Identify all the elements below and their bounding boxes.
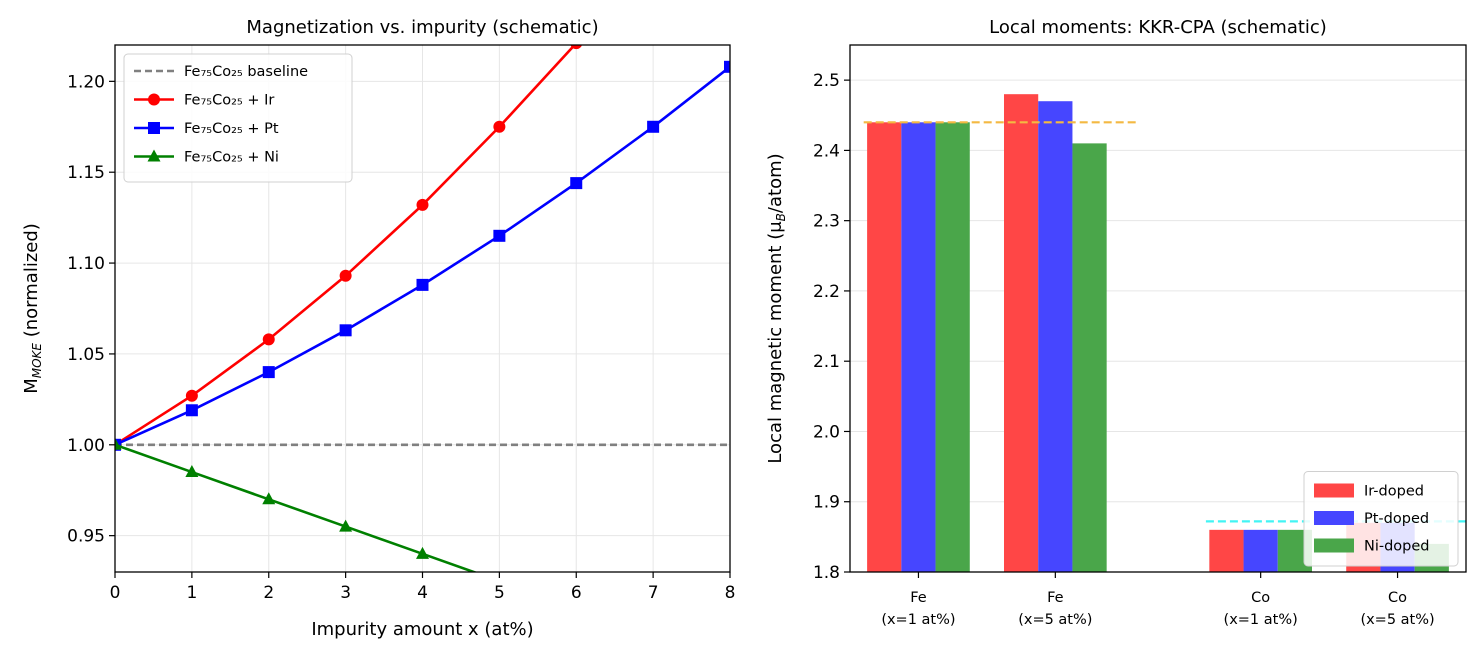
- left-x-tick-label: 7: [648, 583, 659, 603]
- legend-swatch-ni-doped: [1314, 538, 1354, 553]
- bar-pt-doped: [901, 122, 936, 572]
- right-ticks: 1.8 1.9 2.0 2.1 2.2 2.3 2.4 2.5 Fe (x=1 at%) Fe (x=…: [813, 71, 1435, 628]
- right-y-label-rest: /atom): [765, 153, 786, 213]
- legend-swatch-ir-doped: [1314, 483, 1354, 498]
- data-point-fe-co-ni: [185, 465, 199, 478]
- data-point-fe-co-ir: [416, 198, 429, 211]
- right-y-tick-label: 1.8: [813, 563, 840, 583]
- magnetization-chart: 0 1 2 3 4 5 6 7 8 0.95 1.00 1.05 1.10 1.15 1.20 Magnet…: [21, 17, 735, 641]
- right-x-tick-label-condition: (x=5 at%): [1018, 612, 1092, 628]
- right-chart-title: Local moments: KKR-CPA (schematic): [989, 17, 1327, 38]
- bar-ni-doped: [1072, 143, 1107, 572]
- left-x-tick-label: 8: [725, 583, 736, 603]
- legend-marker-fe-co-ir: [148, 93, 160, 106]
- bar-ni-doped: [935, 122, 970, 572]
- left-ticks: 0 1 2 3 4 5 6 7 8 0.95 1.00 1.05 1.10 1.15 1.20: [67, 72, 735, 603]
- left-y-tick-label: 0.95: [67, 527, 105, 547]
- right-y-tick-label: 2.1: [813, 352, 840, 372]
- left-x-tick-label: 6: [571, 583, 582, 603]
- data-point-fe-co-ir: [262, 333, 275, 346]
- right-y-label-sub: B: [774, 213, 788, 221]
- data-point-fe-co-ni: [647, 629, 660, 641]
- right-y-tick-label: 1.9: [813, 493, 840, 513]
- left-x-axis-label: Impurity amount x (at%): [311, 619, 533, 640]
- legend-label-pt-doped: Pt-doped: [1364, 511, 1429, 527]
- bar-ir-doped: [867, 122, 902, 572]
- data-point-fe-co-ni: [115, 437, 122, 450]
- left-x-tick-label: 4: [417, 583, 428, 603]
- left-y-label-main: M: [21, 378, 42, 394]
- data-point-fe-co-pt: [262, 366, 275, 379]
- right-y-tick-label: 2.5: [813, 71, 840, 91]
- left-y-label-sub: MOKE: [30, 343, 44, 379]
- left-x-tick-label: 2: [263, 583, 274, 603]
- data-point-fe-co-ir: [339, 269, 352, 282]
- data-point-fe-co-pt: [185, 404, 198, 417]
- left-legend-box: [123, 53, 353, 183]
- left-chart-title: Magnetization vs. impurity (schematic): [246, 17, 598, 38]
- legend-label-ni-doped: Ni-doped: [1364, 539, 1430, 555]
- data-point-fe-co-pt: [339, 324, 352, 337]
- right-x-tick-label-element: Co: [1251, 590, 1270, 606]
- data-point-fe-co-pt: [416, 278, 429, 291]
- left-y-axis-label: MMOKE (normalized): [21, 223, 44, 394]
- right-y-label-main: Local magnetic moment (μ: [765, 221, 786, 464]
- data-point-fe-co-ni: [570, 601, 583, 613]
- left-y-tick-label: 1.20: [67, 72, 105, 92]
- local-moments-chart: 1.8 1.9 2.0 2.1 2.2 2.3 2.4 2.5 Fe (x=1 at%) Fe (x=…: [765, 17, 1467, 628]
- data-point-fe-co-ni: [339, 519, 353, 532]
- legend-label-fe-co-ni: Fe₇₅Co₂₅ + Ni: [184, 150, 279, 166]
- bar-ir-doped: [1004, 94, 1039, 572]
- legend-marker-fe-co-ni: [147, 149, 161, 162]
- bar-pt-doped: [1243, 529, 1278, 572]
- legend-label-fe-co-pt: Fe₇₅Co₂₅ + Pt: [184, 121, 279, 137]
- right-x-tick-label-element: Fe: [910, 590, 927, 606]
- right-axes-frame: [849, 44, 1467, 573]
- data-point-fe-co-pt: [570, 177, 583, 190]
- right-legend: Ir-doped Pt-doped Ni-doped: [1303, 471, 1459, 567]
- right-y-tick-label: 2.4: [813, 141, 840, 161]
- legend-label-fe-co-baseline: Fe₇₅Co₂₅ baseline: [184, 64, 308, 80]
- left-y-label-rest: (normalized): [21, 223, 42, 343]
- data-point-fe-co-ir: [185, 389, 198, 402]
- left-x-tick-label: 3: [340, 583, 351, 603]
- left-y-tick-label: 1.15: [67, 163, 105, 183]
- left-legend: Fe₇₅Co₂₅ baseline Fe₇₅Co₂₅ + Ir Fe₇₅Co₂₅ +…: [123, 53, 353, 183]
- data-point-fe-co-ir: [570, 45, 582, 50]
- left-y-tick-label: 1.00: [67, 436, 105, 456]
- left-series: [115, 45, 730, 641]
- left-y-tick-label: 1.10: [67, 254, 105, 274]
- right-x-tick-label-condition: (x=5 at%): [1360, 612, 1434, 628]
- data-point-fe-co-pt: [724, 60, 730, 73]
- right-x-tick-label-condition: (x=1 at%): [881, 612, 955, 628]
- right-y-tick-label: 2.0: [813, 422, 840, 442]
- right-y-tick-label: 2.2: [813, 282, 840, 302]
- left-x-tick-label: 0: [110, 583, 121, 603]
- legend-label-fe-co-ir: Fe₇₅Co₂₅ + Ir: [184, 93, 274, 109]
- left-x-tick-label: 5: [494, 583, 505, 603]
- left-x-tick-label: 1: [186, 583, 197, 603]
- data-point-fe-co-ir: [493, 120, 506, 133]
- data-point-fe-co-pt: [493, 229, 506, 242]
- data-point-fe-co-ni: [262, 492, 276, 505]
- bar-ir-doped: [1209, 529, 1244, 572]
- right-x-tick-label-element: Fe: [1047, 590, 1064, 606]
- data-point-fe-co-pt: [647, 120, 660, 133]
- legend-label-ir-doped: Ir-doped: [1364, 484, 1424, 500]
- right-x-tick-label-element: Co: [1388, 590, 1407, 606]
- legend-swatch-pt-doped: [1314, 511, 1354, 525]
- right-x-tick-label-condition: (x=1 at%): [1224, 612, 1298, 628]
- right-y-tick-label: 2.3: [813, 212, 840, 232]
- data-point-fe-co-ni: [416, 546, 429, 559]
- right-y-axis-label: Local magnetic moment (μB/atom): [765, 153, 788, 463]
- left-y-tick-label: 1.05: [67, 345, 105, 365]
- legend-marker-fe-co-pt: [148, 122, 160, 134]
- bar-pt-doped: [1038, 101, 1073, 572]
